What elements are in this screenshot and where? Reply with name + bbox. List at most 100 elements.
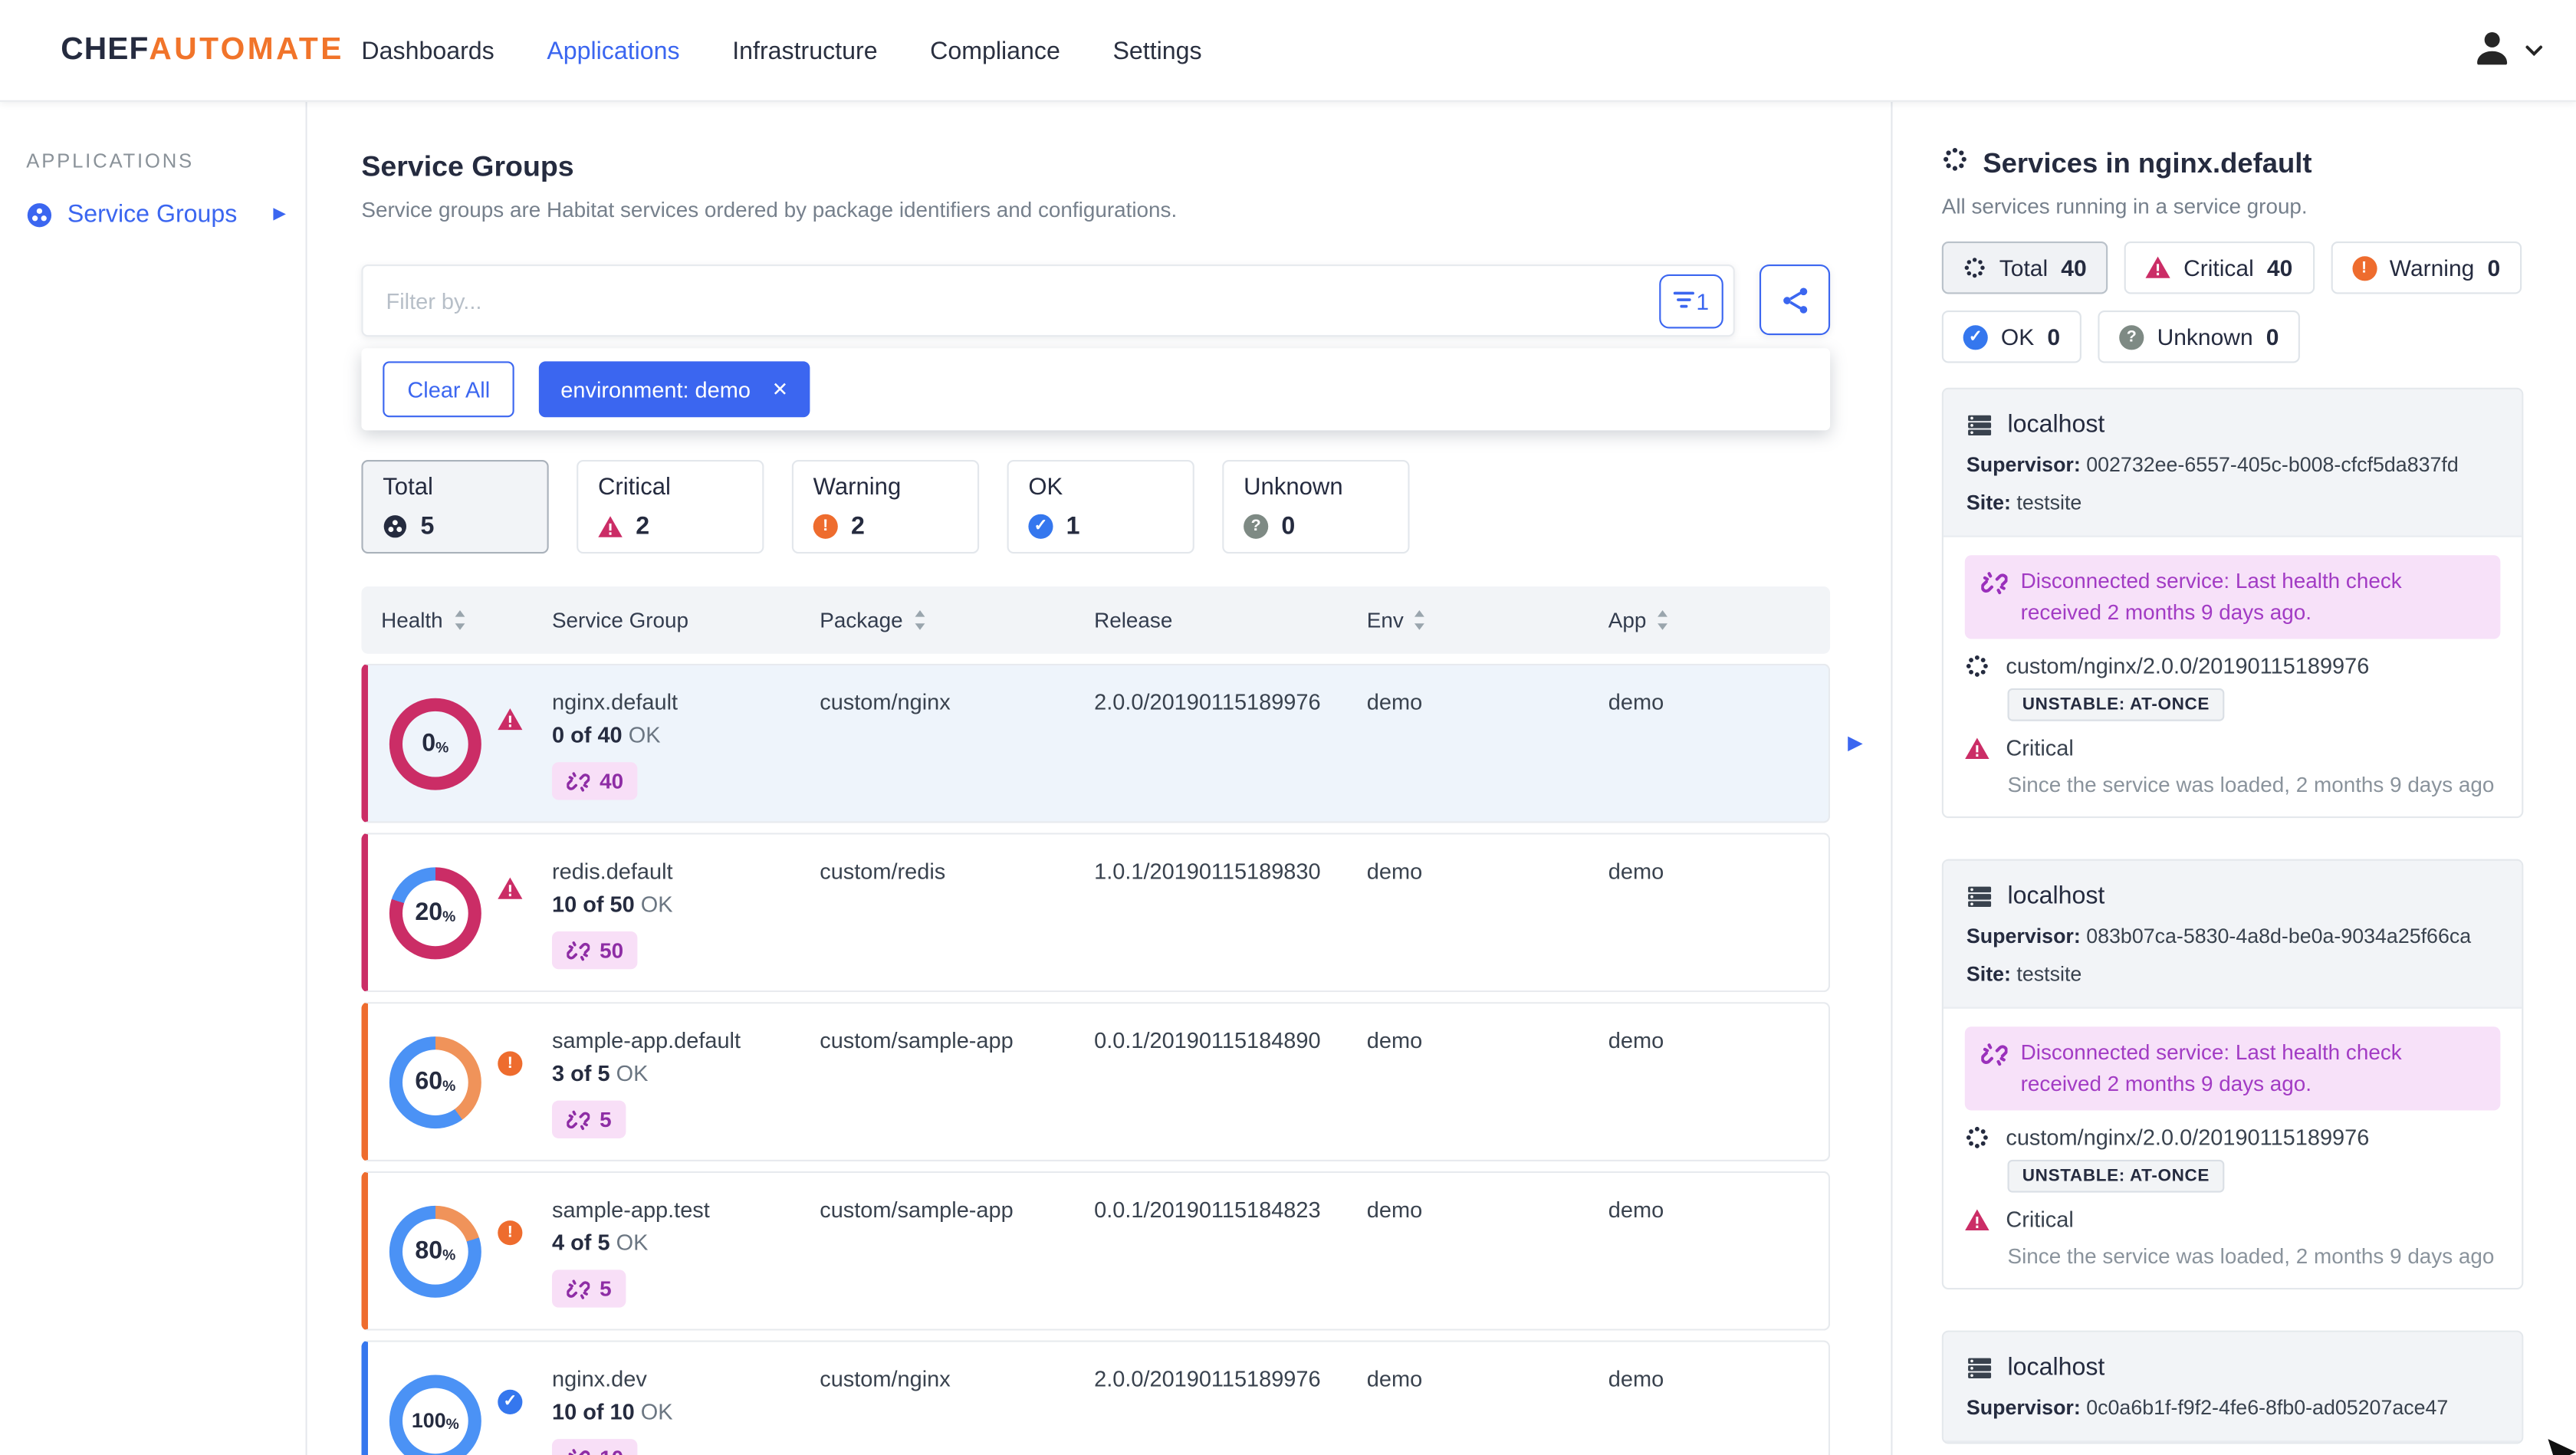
critical-icon [498, 708, 523, 731]
habitat-dots-icon [1964, 258, 1985, 278]
filter-input[interactable] [386, 288, 1660, 314]
filter-chip-label: environment: demo [560, 376, 751, 402]
service-package: custom/nginx/2.0.0/20190115189976 [2006, 653, 2370, 678]
top-navigation: CHEFAUTOMATE Dashboards Applications Infra… [0, 0, 2576, 102]
critical-icon [597, 515, 623, 537]
health-donut: 100% [389, 1374, 481, 1455]
badge-count: 0 [2047, 324, 2061, 350]
package-cell: custom/sample-app [820, 1028, 1014, 1053]
logo-automate: AUTOMATE [149, 32, 344, 67]
release-cell: 0.0.1/20190115184890 [1094, 1028, 1321, 1053]
tile-count: 2 [850, 512, 865, 540]
health-donut: 80% [389, 1204, 481, 1297]
tile-label: Total [383, 475, 433, 501]
badge-total[interactable]: Total 40 [1941, 241, 2108, 294]
share-button[interactable] [1759, 264, 1831, 336]
health-donut: 20% [389, 866, 481, 959]
tile-unknown[interactable]: Unknown? 0 [1222, 459, 1410, 554]
habitat-dots-icon [1966, 1126, 1988, 1148]
tile-warning[interactable]: Warning! 2 [791, 459, 980, 554]
warning-icon: ! [813, 514, 838, 539]
disconnected-link-icon [568, 1448, 590, 1455]
service-group-row[interactable]: 80%! sample-app.test 4 of 5 OK 5 custom/samp… [361, 1171, 1831, 1331]
ok-icon: ✓ [1963, 324, 1988, 350]
disconnected-alert-text: Disconnected service: Last health check … [2020, 1040, 2402, 1095]
tile-critical[interactable]: Critical 2 [577, 459, 764, 554]
health-percent: 60 [415, 1067, 443, 1096]
service-group-name: nginx.default [551, 689, 678, 715]
filter-bar: 1 [361, 264, 1831, 337]
service-group-name: sample-app.test [551, 1197, 710, 1223]
disconnected-count-badge: 5 [551, 1269, 626, 1308]
sidebar-item-service-groups[interactable]: Service Groups ▶ [26, 200, 286, 228]
server-icon [1968, 414, 1992, 435]
nav-item-compliance[interactable]: Compliance [930, 37, 1060, 65]
service-group-row[interactable]: 0% nginx.default 0 of 40 OK 40 custom/nginx 2… [361, 663, 1863, 823]
unknown-icon: ? [1244, 514, 1269, 539]
user-icon [2471, 25, 2514, 76]
filter-toggle-button[interactable]: 1 [1659, 273, 1723, 328]
disconnected-link-icon [567, 771, 590, 791]
sort-icon [1414, 610, 1425, 630]
package-cell: custom/nginx [820, 1366, 951, 1391]
ok-icon: ✓ [498, 1389, 523, 1414]
column-header-release[interactable]: Release [1094, 607, 1173, 632]
package-cell: custom/nginx [820, 689, 951, 715]
critical-icon [2145, 257, 2170, 279]
column-header-service-group[interactable]: Service Group [551, 607, 689, 632]
badge-count: 40 [2061, 255, 2087, 281]
package-cell: custom/redis [820, 859, 946, 884]
ok-count: 10 of 50 OK [551, 892, 673, 917]
chef-automate-logo[interactable]: CHEFAUTOMATE [61, 34, 343, 67]
service-group-row[interactable]: 100% ✓ nginx.dev 10 of 10 OK 10 custom/nginx 2… [361, 1340, 1831, 1455]
service-group-row[interactable]: 60%! sample-app.default 3 of 5 OK 5 custom/s… [361, 1002, 1831, 1161]
health-donut: 60% [389, 1036, 481, 1128]
column-header-health[interactable]: Health [381, 608, 552, 632]
ok-count: 10 of 10 OK [551, 1399, 673, 1424]
since-loaded-text: Since the service was loaded, 2 months 9… [2007, 772, 2495, 797]
sort-icon [1658, 610, 1668, 630]
nav-item-applications[interactable]: Applications [547, 37, 680, 65]
disconnected-count-badge: 5 [551, 1100, 626, 1138]
column-header-env[interactable]: Env [1367, 608, 1608, 632]
nav-item-dashboards[interactable]: Dashboards [361, 37, 495, 65]
app-cell: demo [1608, 1366, 1664, 1391]
sort-icon [454, 610, 465, 630]
remove-chip-icon[interactable]: ✕ [771, 377, 789, 401]
nav-item-infrastructure[interactable]: Infrastructure [732, 37, 878, 65]
tile-count: 2 [636, 512, 650, 540]
clear-all-button[interactable]: Clear All [383, 361, 515, 418]
page-title: Service Groups [361, 149, 574, 182]
badge-label: OK [2000, 324, 2035, 350]
health-percent: 80 [415, 1237, 443, 1265]
service-card-header: localhost Supervisor: 002732ee-6557-405c-… [1943, 389, 2522, 537]
filter-input-box[interactable]: 1 [361, 264, 1735, 337]
service-card-header: localhost Supervisor: 083b07ca-5830-4a8d-… [1943, 860, 2522, 1009]
tile-total[interactable]: Total 5 [361, 459, 549, 554]
nav-item-settings[interactable]: Settings [1112, 37, 1202, 65]
sidebar-item-label: Service Groups [67, 200, 238, 228]
badge-warning[interactable]: ! Warning 0 [2330, 241, 2522, 294]
profile-menu[interactable] [2471, 0, 2543, 102]
badge-critical[interactable]: Critical 40 [2124, 241, 2315, 294]
badge-unknown[interactable]: ? Unknown 0 [2098, 310, 2301, 363]
critical-icon [498, 877, 523, 899]
filter-chip[interactable]: environment: demo ✕ [539, 361, 810, 418]
disconnected-link-icon [567, 940, 590, 961]
site-line: Site: testsite [1966, 491, 2082, 514]
mouse-cursor [2545, 1436, 2576, 1455]
status-filter-tiles: Total 5 Critical 2 Warning! 2 OK ✓ 1 Unknown? 0 [361, 459, 1830, 554]
column-header-package[interactable]: Package [820, 608, 1094, 632]
tile-label: OK [1028, 475, 1063, 501]
service-package: custom/nginx/2.0.0/20190115189976 [2006, 1125, 2370, 1150]
column-header-app[interactable]: App [1608, 608, 1830, 632]
sidebar-section-label: APPLICATIONS [26, 149, 195, 172]
badge-label: Total [1999, 255, 2049, 281]
tile-ok[interactable]: OK ✓ 1 [1007, 459, 1194, 554]
badge-ok[interactable]: ✓ OK 0 [1941, 310, 2082, 363]
service-group-row[interactable]: 20% redis.default 10 of 50 OK 50 custom/redi… [361, 833, 1831, 993]
app-cell: demo [1608, 859, 1664, 884]
row-expand-arrow[interactable]: ▶ [1848, 731, 1863, 754]
badge-count: 0 [2487, 255, 2501, 281]
